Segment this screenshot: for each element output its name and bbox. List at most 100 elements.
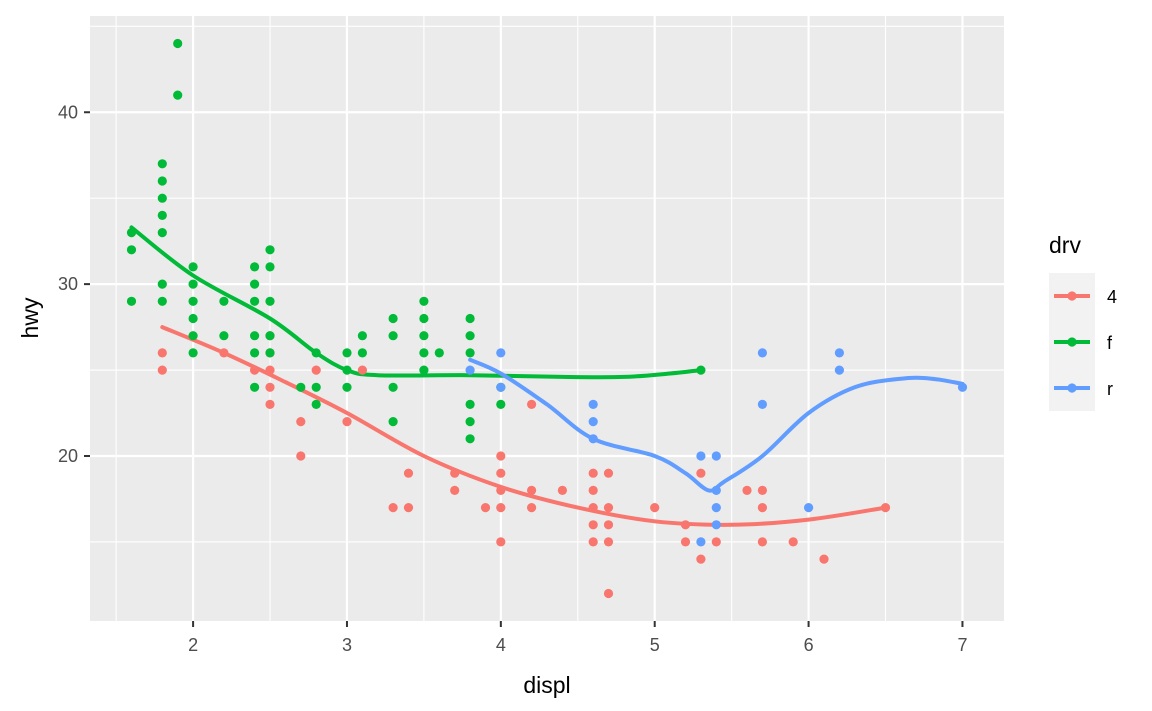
point-4 [757, 537, 768, 547]
point-4 [588, 537, 598, 547]
point-f [157, 210, 167, 220]
point-4 [403, 468, 414, 478]
point-f [188, 331, 198, 341]
point-f [388, 417, 398, 427]
point-4 [603, 468, 614, 478]
point-f [250, 331, 260, 341]
point-f [250, 382, 260, 392]
point-f [250, 279, 260, 289]
plot-panel [90, 16, 1004, 621]
point-r [834, 365, 845, 375]
point-4 [650, 503, 660, 513]
point-f [126, 245, 137, 255]
point-f [157, 228, 167, 238]
point-r [757, 399, 768, 409]
point-f [265, 296, 275, 306]
point-f [465, 313, 475, 324]
point-f [465, 348, 475, 358]
point-4 [265, 365, 275, 375]
y-tick-label: 40 [58, 102, 78, 122]
point-4 [157, 348, 167, 358]
point-f [265, 331, 275, 341]
point-f [157, 296, 167, 306]
point-f [157, 176, 167, 186]
point-r [711, 520, 721, 530]
point-r [588, 399, 598, 409]
y-tick-label: 20 [58, 446, 78, 466]
point-4 [527, 503, 537, 513]
point-f [250, 296, 260, 306]
point-4 [742, 485, 752, 495]
smooth-line-f [129, 225, 703, 380]
point-f [357, 348, 367, 358]
point-f [342, 365, 352, 375]
point-4 [588, 485, 598, 495]
point-f [311, 399, 321, 409]
y-axis-title: hwy [17, 297, 43, 338]
point-4 [496, 503, 506, 513]
point-4 [680, 520, 691, 530]
point-4 [219, 348, 229, 358]
point-f [419, 365, 429, 375]
x-tick-label: 6 [804, 635, 814, 655]
point-r [957, 382, 968, 392]
point-r [711, 503, 721, 513]
point-r [496, 382, 506, 392]
point-4 [603, 588, 614, 599]
point-r [696, 451, 706, 461]
point-f [219, 296, 229, 306]
point-4 [450, 468, 460, 478]
point-4 [496, 537, 506, 547]
point-f [188, 313, 198, 324]
x-axis-title: displ [523, 672, 570, 698]
point-4 [480, 503, 491, 513]
point-f [188, 279, 198, 289]
point-r [588, 417, 598, 427]
point-4 [342, 417, 352, 427]
point-4 [603, 520, 614, 530]
point-r [711, 485, 721, 495]
legend-label-r: r [1107, 379, 1113, 399]
point-4 [696, 554, 706, 564]
point-4 [819, 554, 829, 564]
point-4 [250, 365, 260, 375]
point-4 [588, 503, 598, 513]
point-f [696, 365, 706, 375]
point-4 [588, 520, 598, 530]
point-4 [450, 485, 460, 495]
point-f [250, 262, 260, 272]
point-f [465, 399, 475, 409]
point-r [757, 348, 768, 358]
point-4 [296, 451, 306, 461]
point-f [419, 348, 429, 358]
point-4 [496, 485, 506, 495]
point-4 [757, 503, 768, 513]
point-4 [403, 503, 414, 513]
point-4 [496, 451, 506, 461]
point-f [419, 313, 429, 324]
point-f [219, 331, 229, 341]
legend-key-point-4 [1067, 291, 1077, 301]
point-4 [880, 503, 891, 513]
point-f [419, 296, 429, 306]
point-f [388, 382, 398, 392]
data-points [126, 38, 968, 599]
point-4 [757, 485, 768, 495]
y-tick-label: 30 [58, 274, 78, 294]
x-tick-label: 3 [342, 635, 352, 655]
point-f [265, 348, 275, 358]
point-r [588, 434, 598, 444]
point-4 [157, 365, 167, 375]
point-r [834, 348, 845, 358]
point-f [188, 296, 198, 306]
x-tick-label: 4 [496, 635, 506, 655]
point-f [419, 331, 429, 341]
legend-keys [1054, 291, 1090, 393]
point-4 [603, 537, 614, 547]
point-f [173, 38, 183, 49]
point-4 [388, 503, 398, 513]
x-tick-label: 7 [957, 635, 967, 655]
point-4 [557, 485, 568, 495]
point-4 [711, 537, 721, 547]
